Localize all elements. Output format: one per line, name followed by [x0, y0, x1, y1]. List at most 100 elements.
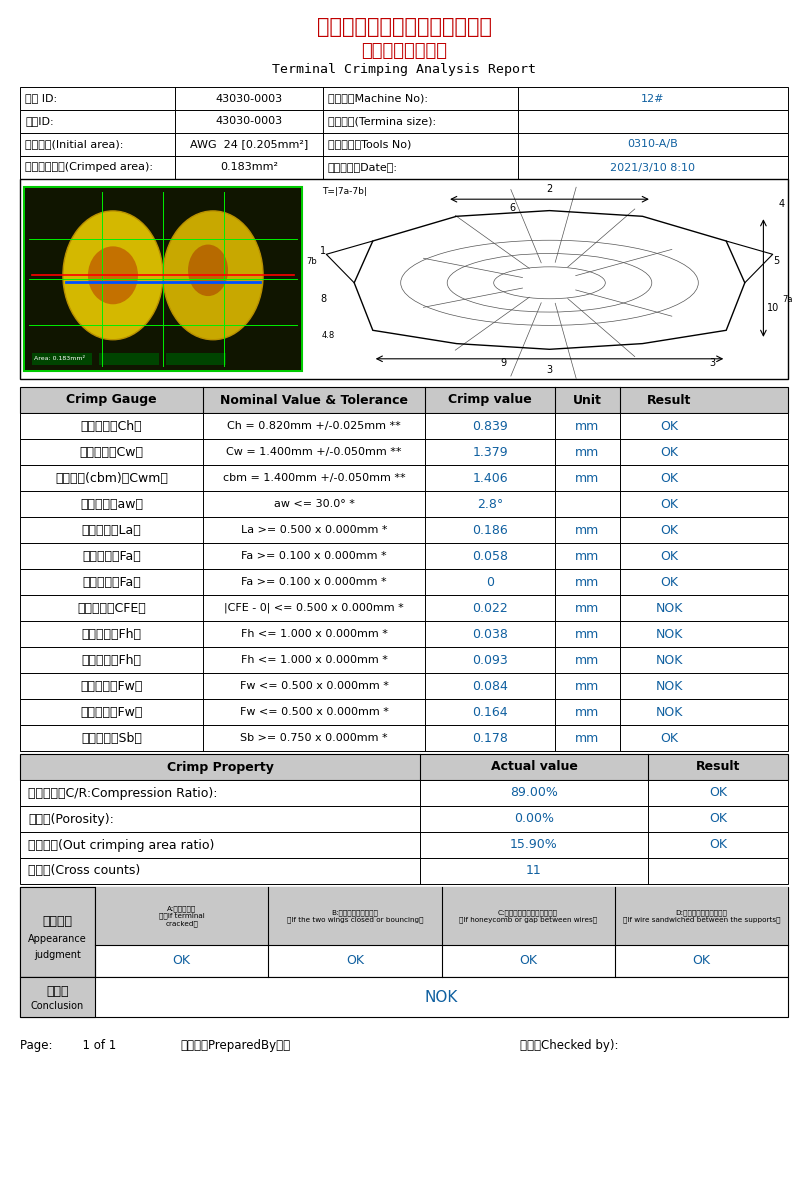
Text: 0.183mm²: 0.183mm² — [220, 163, 278, 173]
Bar — [20, 977, 788, 1017]
Text: 气孔率(Porosity):: 气孔率(Porosity): — [28, 813, 114, 825]
Bar — [20, 887, 95, 977]
Text: mm: mm — [575, 524, 600, 536]
Bar — [20, 543, 788, 570]
Text: 毛刺高度（Fh）: 毛刺高度（Fh） — [82, 653, 141, 667]
Text: Crimp Gauge: Crimp Gauge — [66, 393, 157, 406]
Text: 端子截面分析报告: 端子截面分析报告 — [361, 42, 447, 60]
Text: mm: mm — [575, 602, 600, 615]
Text: Cw = 1.400mm +/-0.050mm **: Cw = 1.400mm +/-0.050mm ** — [226, 447, 402, 457]
Text: mm: mm — [575, 446, 600, 458]
Text: 芯线数(Cross counts): 芯线数(Cross counts) — [28, 864, 141, 878]
Text: 毛刺宽度（Fw）: 毛刺宽度（Fw） — [80, 705, 143, 718]
Bar — [20, 465, 788, 492]
Text: Page:        1 of 1: Page: 1 of 1 — [20, 1038, 116, 1052]
Text: NOK: NOK — [425, 989, 458, 1005]
Bar — [20, 492, 788, 517]
Text: 7a: 7a — [782, 295, 793, 303]
Text: 2021/3/10 8:10: 2021/3/10 8:10 — [611, 163, 696, 173]
Text: OK: OK — [709, 787, 727, 800]
Bar — [20, 88, 788, 110]
Bar — [20, 179, 788, 379]
Text: Crimp Property: Crimp Property — [166, 760, 273, 773]
Text: Ch = 0.820mm +/-0.025mm **: Ch = 0.820mm +/-0.025mm ** — [227, 421, 401, 430]
Text: cbm = 1.400mm +/-0.050mm **: cbm = 1.400mm +/-0.050mm ** — [223, 472, 406, 483]
Text: mm: mm — [575, 680, 600, 693]
Text: 0.164: 0.164 — [472, 705, 507, 718]
Text: 压着宽度(cbm)（Cwm）: 压着宽度(cbm)（Cwm） — [55, 471, 168, 484]
Text: OK: OK — [660, 498, 678, 511]
Text: |CFE - 0| <= 0.500 x 0.000mm *: |CFE - 0| <= 0.500 x 0.000mm * — [224, 603, 404, 613]
Text: D:铜丝是否夹在支撑之间
（If wire sandwiched between the supports）: D:铜丝是否夹在支撑之间 （If wire sandwiched between… — [623, 909, 781, 923]
Text: mm: mm — [575, 627, 600, 640]
Bar — [20, 673, 788, 699]
Bar — [32, 353, 92, 364]
Text: 3: 3 — [546, 364, 553, 375]
Bar — [20, 517, 788, 543]
Text: 0310-A/B: 0310-A/B — [628, 139, 679, 150]
Bar — [20, 570, 788, 595]
Text: mm: mm — [575, 576, 600, 589]
Text: 2.8°: 2.8° — [477, 498, 503, 511]
Text: 刃端距离（CFE）: 刃端距离（CFE） — [77, 602, 146, 615]
Bar — [20, 647, 788, 673]
Text: 电线压缩（C/R:Compression Ratio):: 电线压缩（C/R:Compression Ratio): — [28, 787, 217, 800]
Text: NOK: NOK — [655, 680, 683, 693]
Text: OK: OK — [660, 549, 678, 562]
Text: 7b: 7b — [306, 257, 317, 266]
Bar — [441, 887, 615, 945]
Text: AWG  24 [0.205mm²]: AWG 24 [0.205mm²] — [190, 139, 308, 150]
Text: aw <= 30.0° *: aw <= 30.0° * — [274, 499, 355, 510]
Text: 检测人（PreparedBy）：: 检测人（PreparedBy）： — [180, 1038, 290, 1052]
Text: 8: 8 — [320, 294, 326, 303]
Ellipse shape — [63, 211, 163, 339]
Text: 端子型号(Termina size):: 端子型号(Termina size): — [328, 116, 436, 127]
Text: 综合判: 综合判 — [46, 986, 69, 999]
Bar — [20, 439, 788, 465]
Bar — [20, 806, 788, 832]
Text: 4.8: 4.8 — [322, 331, 335, 341]
Bar — [20, 832, 788, 858]
Text: 0.038: 0.038 — [472, 627, 508, 640]
Text: 0: 0 — [486, 576, 494, 589]
Text: 4: 4 — [779, 199, 785, 209]
Text: Fh <= 1.000 x 0.000mm *: Fh <= 1.000 x 0.000mm * — [241, 655, 388, 665]
Text: OK: OK — [660, 471, 678, 484]
Text: Area: 0.183mm²: Area: 0.183mm² — [34, 356, 85, 362]
Text: NOK: NOK — [655, 602, 683, 615]
Text: mm: mm — [575, 471, 600, 484]
Text: 毛刺高度（Fh）: 毛刺高度（Fh） — [82, 627, 141, 640]
Text: 模具编号（Tools No): 模具编号（Tools No) — [328, 139, 411, 150]
Text: Crimp value: Crimp value — [448, 393, 532, 406]
Bar — [20, 858, 788, 884]
Text: mm: mm — [575, 705, 600, 718]
Text: 43030-0003: 43030-0003 — [216, 116, 283, 127]
Text: 1.379: 1.379 — [472, 446, 507, 458]
Ellipse shape — [188, 245, 228, 296]
Text: OK: OK — [660, 446, 678, 458]
Text: 1: 1 — [320, 246, 326, 257]
Text: 外观判断: 外观判断 — [43, 915, 73, 928]
Text: 0.178: 0.178 — [472, 731, 508, 745]
Text: Unit: Unit — [573, 393, 602, 406]
Text: Nominal Value & Tolerance: Nominal Value & Tolerance — [220, 393, 408, 406]
Text: Fw <= 0.500 x 0.000mm *: Fw <= 0.500 x 0.000mm * — [239, 707, 389, 717]
Text: 毛刺宽度（Fw）: 毛刺宽度（Fw） — [80, 680, 143, 693]
Text: 1.406: 1.406 — [472, 471, 507, 484]
Text: 压着宽度（Cw）: 压着宽度（Cw） — [79, 446, 144, 458]
Text: NOK: NOK — [655, 627, 683, 640]
Text: 5: 5 — [772, 255, 779, 266]
Bar — [24, 187, 302, 370]
Text: 11: 11 — [526, 864, 542, 878]
Text: OK: OK — [692, 954, 710, 968]
Text: 0.058: 0.058 — [472, 549, 508, 562]
Text: 审核（Checked by):: 审核（Checked by): — [520, 1038, 618, 1052]
Text: NOK: NOK — [655, 705, 683, 718]
Ellipse shape — [163, 211, 263, 339]
Bar — [20, 887, 788, 977]
Text: Fw <= 0.500 x 0.000mm *: Fw <= 0.500 x 0.000mm * — [239, 681, 389, 691]
Bar — [20, 412, 788, 439]
Text: 10: 10 — [767, 303, 779, 313]
Text: 3: 3 — [709, 359, 715, 368]
Text: OK: OK — [346, 954, 364, 968]
